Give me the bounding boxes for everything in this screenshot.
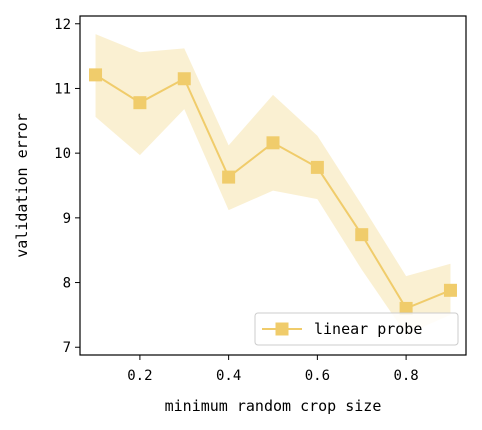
y-tick-label: 11 [54,81,71,97]
data-point-1 [89,68,103,82]
y-tick-label: 12 [54,17,71,33]
confidence-band-layer [95,34,451,335]
x-tick-label: 0.4 [216,368,241,384]
x-axis-ticks: 0.2 0.4 0.6 0.8 [127,355,419,384]
y-axis-label: validation error [13,113,31,258]
y-tick-label: 10 [54,146,71,162]
legend-marker-swatch [275,322,289,336]
legend-box [254,312,459,346]
data-point-2 [133,96,147,110]
confidence-band-linear-probe [95,34,451,335]
legend-entry-linear-probe: linear probe [314,320,422,338]
x-axis-label: minimum random crop size [165,397,382,415]
x-tick-label: 0.6 [305,368,330,384]
data-point-3 [177,72,191,86]
series-layer [89,68,457,315]
data-point-7 [355,228,369,242]
y-tick-label: 9 [63,211,71,227]
plot-frame [79,15,467,356]
data-point-5 [266,136,280,150]
data-point-8 [399,301,413,315]
y-axis-ticks: 7 8 9 10 11 12 [54,17,80,356]
x-tick-label: 0.8 [393,368,418,384]
x-tick-label: 0.2 [127,368,152,384]
legend: linear probe [254,312,459,346]
data-point-4 [222,170,236,184]
y-tick-label: 7 [63,340,71,356]
data-point-6 [310,160,324,174]
y-tick-label: 8 [63,276,71,292]
data-point-9 [443,283,457,297]
